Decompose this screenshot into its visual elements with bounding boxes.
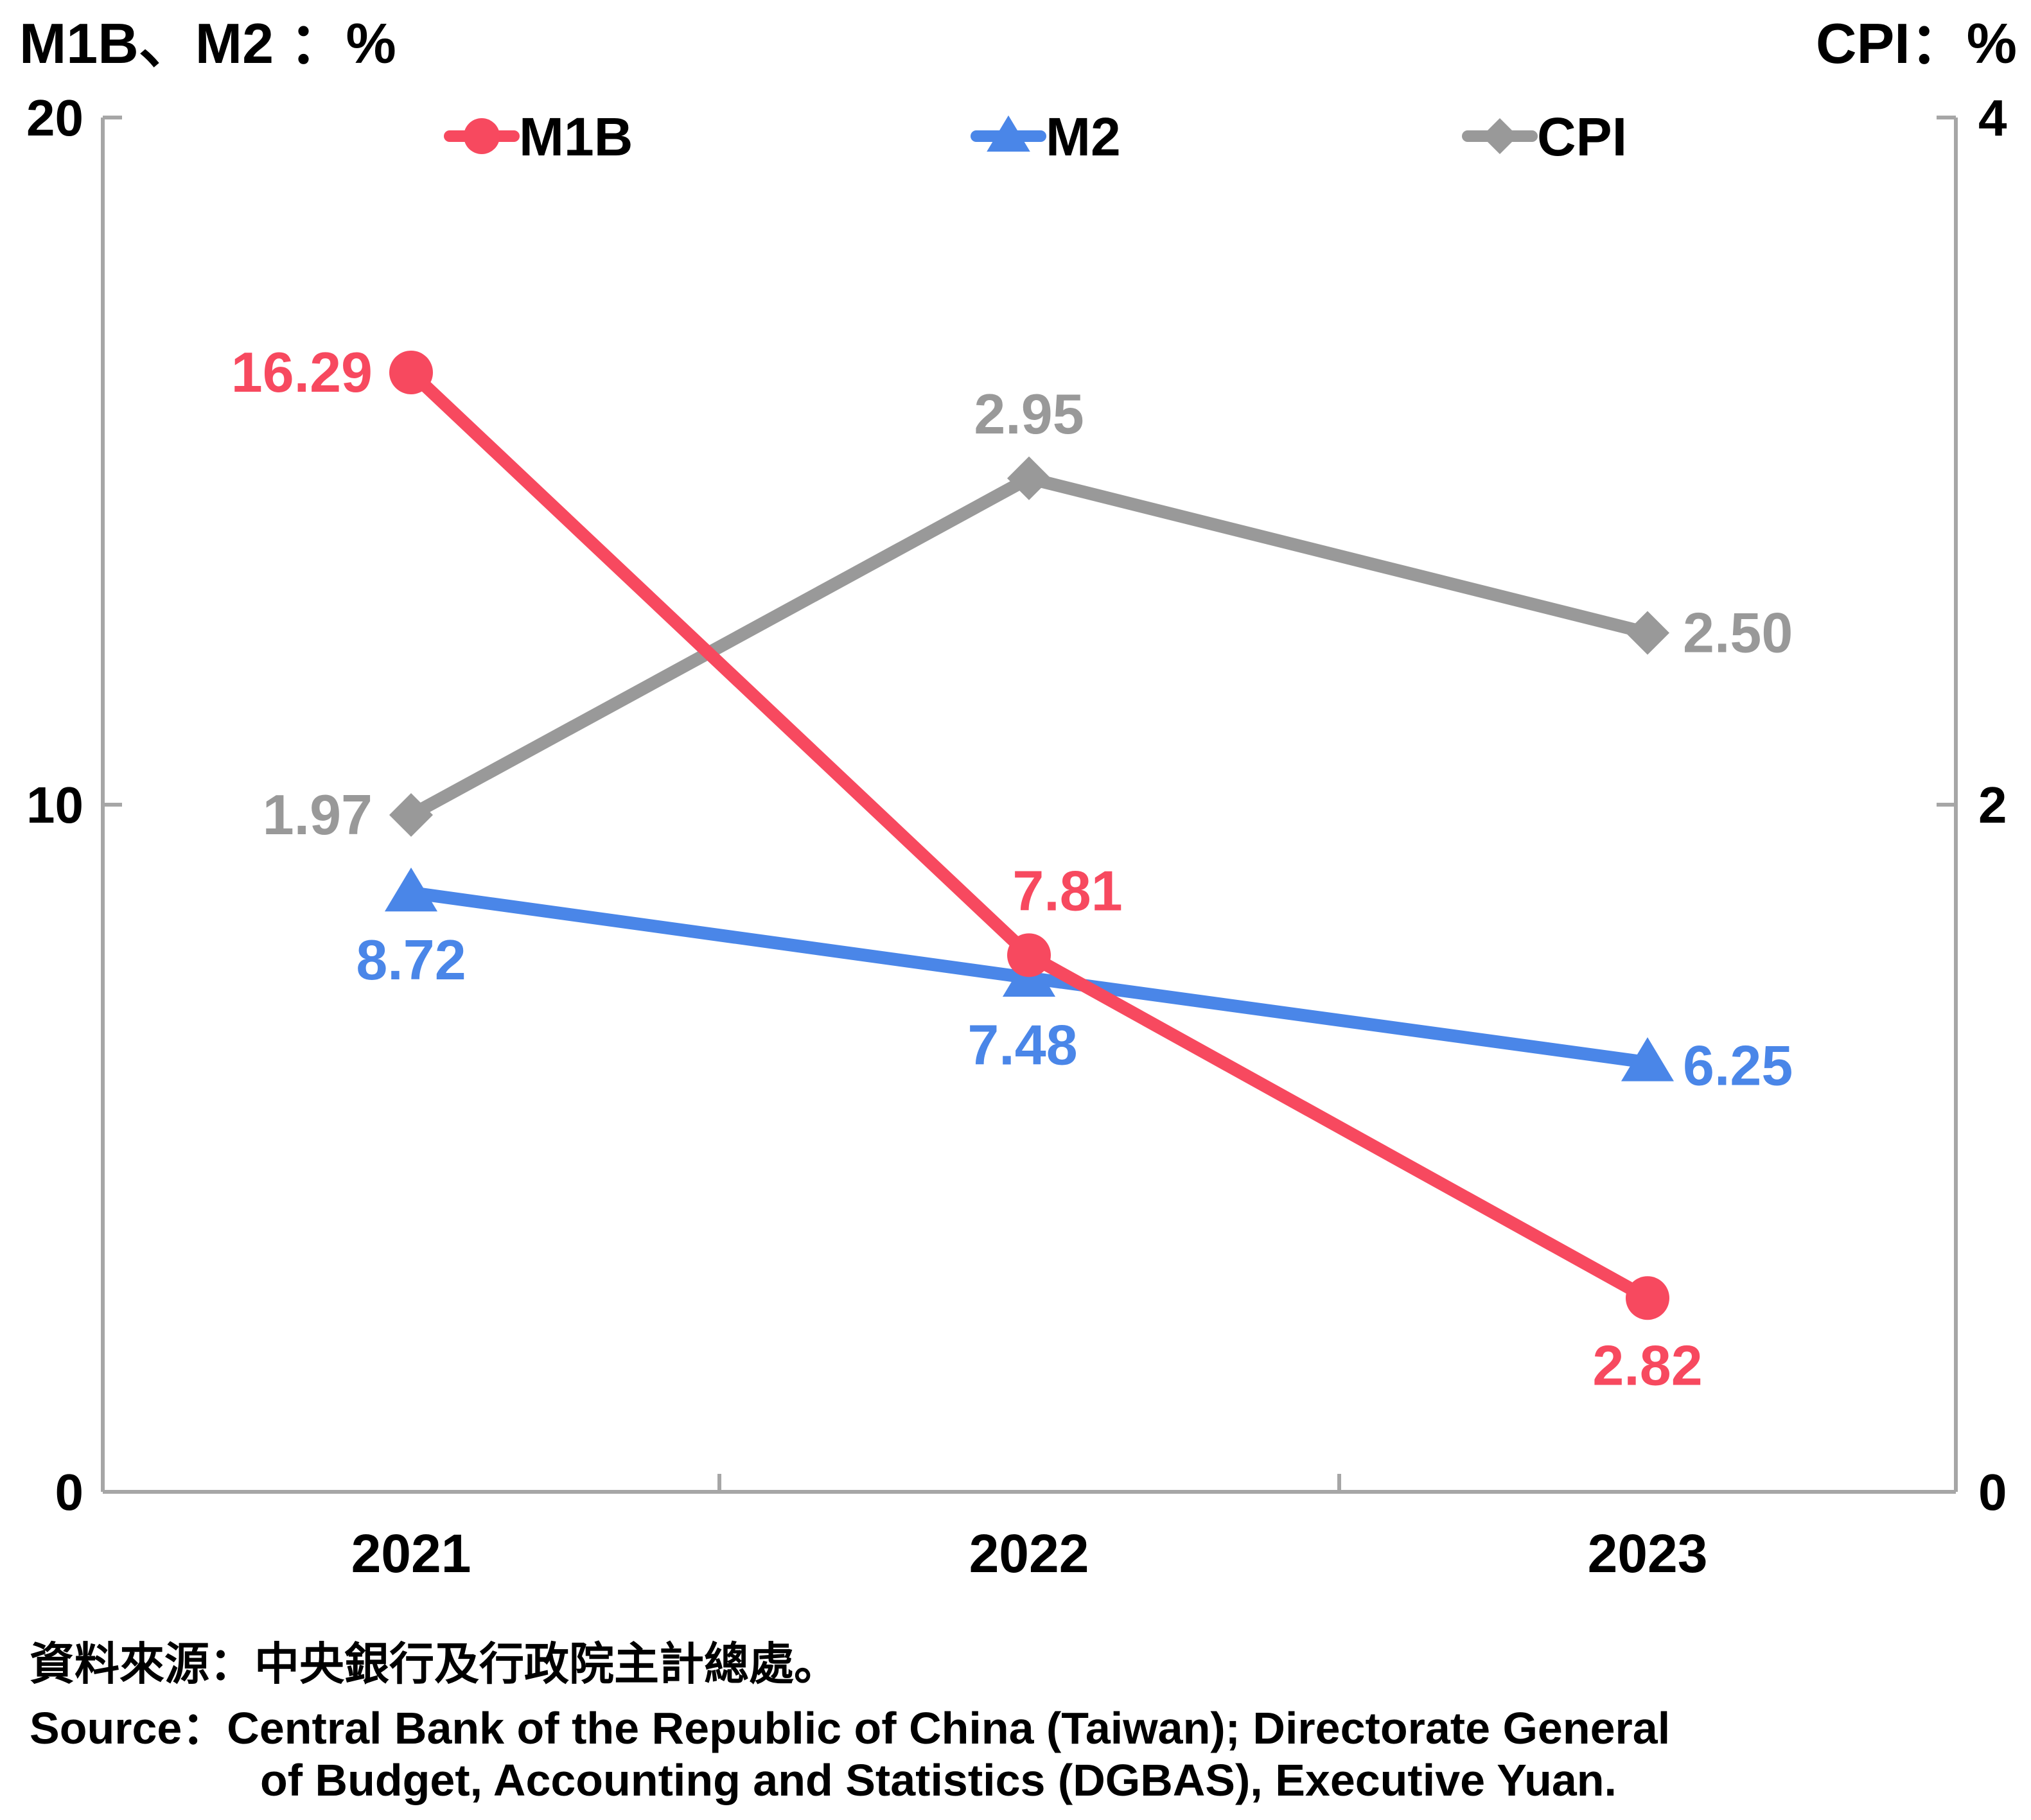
axes: 0 10 20 0 2 4 2021 2022 2023 bbox=[26, 89, 2007, 1584]
series-line-m1b bbox=[405, 365, 1654, 1305]
left-tick-label: 0 bbox=[55, 1464, 84, 1521]
x-tick-label: 2021 bbox=[351, 1523, 471, 1584]
data-point-m2 bbox=[384, 867, 438, 912]
source-note-chinese: 資料來源：中央銀行及行政院主計總處。 bbox=[30, 1639, 839, 1689]
legend: M1B M2 CPI bbox=[444, 107, 1627, 167]
data-label-m1b: 2.82 bbox=[1592, 1333, 1702, 1397]
data-point-m1b bbox=[1626, 1276, 1669, 1320]
x-tick-label: 2022 bbox=[969, 1523, 1089, 1584]
series-layer bbox=[384, 350, 1675, 1320]
data-label-m1b: 16.29 bbox=[231, 340, 373, 404]
left-tick-label: 20 bbox=[26, 89, 84, 146]
data-label-m1b: 7.81 bbox=[1012, 859, 1122, 922]
data-label-cpi: 2.50 bbox=[1683, 601, 1793, 665]
data-point-m2 bbox=[1621, 1037, 1675, 1081]
right-tick-label: 2 bbox=[1978, 776, 2007, 834]
source-note-english-line1: Source：Central Bank of the Republic of C… bbox=[30, 1703, 1671, 1753]
left-axis-title: M1B、M2 ：% bbox=[19, 12, 396, 75]
legend-label-m1b: M1B bbox=[519, 107, 633, 167]
left-tick-label: 10 bbox=[26, 776, 84, 834]
data-label-m2: 8.72 bbox=[356, 928, 466, 992]
series-line-cpi bbox=[405, 471, 1654, 822]
data-point-m1b bbox=[389, 350, 433, 394]
right-tick-label: 4 bbox=[1978, 89, 2007, 146]
x-tick-label: 2023 bbox=[1588, 1523, 1708, 1584]
data-point-cpi bbox=[389, 793, 433, 837]
source-note-english-line2: of Budget, Accounting and Statistics (DG… bbox=[260, 1755, 1617, 1805]
legend-marker-m1b bbox=[464, 118, 500, 154]
right-axis-title: CPI：% bbox=[1816, 12, 2017, 75]
data-label-cpi: 2.95 bbox=[974, 382, 1084, 446]
data-labels: 16.29 7.81 2.82 8.72 7.48 6.25 1.97 2.95 2.50 bbox=[231, 340, 1793, 1397]
legend-label-cpi: CPI bbox=[1537, 107, 1627, 167]
data-label-m2: 7.48 bbox=[967, 1013, 1077, 1077]
right-tick-label: 0 bbox=[1978, 1464, 2007, 1521]
data-label-m2: 6.25 bbox=[1683, 1033, 1793, 1097]
legend-marker-m2 bbox=[987, 115, 1030, 152]
data-point-cpi bbox=[1007, 456, 1051, 500]
legend-marker-cpi bbox=[1482, 118, 1518, 154]
data-point-m1b bbox=[1007, 933, 1051, 977]
legend-label-m2: M2 bbox=[1046, 107, 1121, 167]
data-label-cpi: 1.97 bbox=[263, 783, 373, 846]
data-point-cpi bbox=[1626, 611, 1669, 655]
